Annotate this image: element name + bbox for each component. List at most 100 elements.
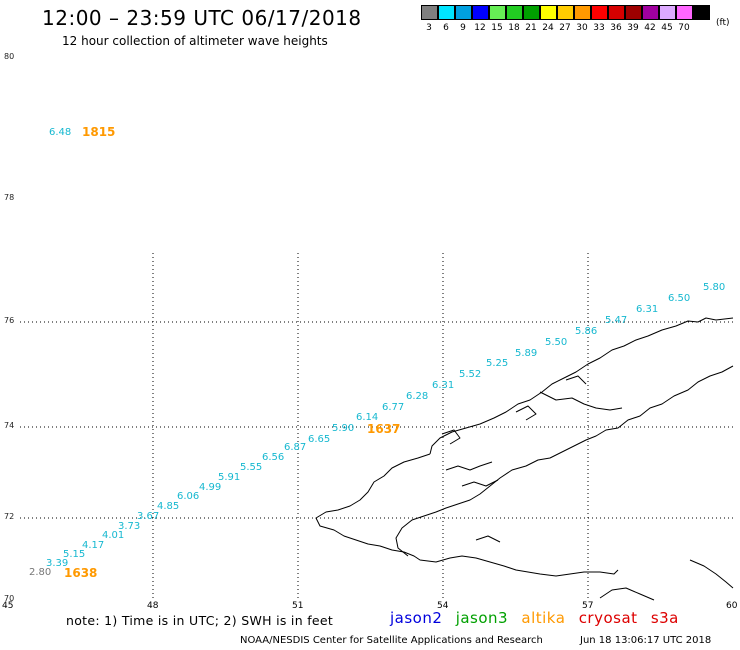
scale-label: 12 [474, 23, 486, 33]
scale-label: 33 [593, 23, 605, 33]
lat-label-74: 74 [4, 421, 15, 430]
wave-height-label: 6.77 [382, 402, 405, 413]
scale-unit: (ft) [716, 18, 730, 28]
scale-label: 45 [661, 23, 673, 33]
scale-swatch [540, 5, 557, 20]
scale-label: 30 [576, 23, 588, 33]
scale-label: 24 [542, 23, 554, 33]
lon-label-54: 54 [437, 601, 449, 611]
wave-height-label: 5.89 [515, 348, 538, 359]
scale-swatch [591, 5, 608, 20]
lon-label-48: 48 [147, 601, 159, 611]
scale-swatch [489, 5, 506, 20]
footer-note: note: 1) Time is in UTC; 2) SWH is in fe… [66, 613, 334, 628]
scale-label: 15 [491, 23, 503, 33]
sat-s3a: s3a [650, 609, 679, 627]
novaya-zemlya-north-coast [429, 317, 734, 455]
wave-height-label: 3.67 [137, 511, 160, 522]
wave-height-label: 6.31 [636, 304, 659, 315]
scale-label: 70 [678, 23, 690, 33]
wave-height-label: 1638 [64, 566, 98, 580]
wave-height-label: 6.06 [177, 491, 200, 502]
coastline [315, 317, 734, 601]
southern-island-west [315, 453, 619, 577]
wave-height-label: 1637 [367, 422, 401, 436]
wave-height-label: 6.48 [49, 127, 72, 138]
wave-height-label: 4.85 [157, 501, 180, 512]
scale-label: 27 [559, 23, 571, 33]
lat-label-70: 70 [4, 594, 15, 603]
lon-label-51: 51 [292, 601, 304, 611]
matochkin-strait [539, 391, 623, 411]
scale-swatch [557, 5, 574, 20]
lat-label-78: 78 [4, 193, 15, 202]
scale-swatch [676, 5, 693, 20]
sat-jason3: jason3 [455, 609, 509, 627]
scale-label: 3 [426, 23, 432, 33]
scale-label: 6 [443, 23, 449, 33]
satellite-legend: jason2 jason3 altika cryosat s3a [390, 609, 679, 627]
wave-height-label: 2.80 [29, 567, 52, 578]
wave-height-label: 6.56 [262, 452, 285, 463]
map-subtitle: 12 hour collection of altimeter wave hei… [62, 34, 328, 48]
wave-height-label: 6.14 [356, 412, 379, 423]
vaygach-island [599, 587, 655, 601]
lon-label-45: 45 [2, 601, 14, 611]
inlet-1 [515, 405, 537, 421]
graticule [20, 253, 733, 600]
wave-height-label: 5.86 [575, 326, 598, 337]
scale-swatch [642, 5, 659, 20]
wave-height-label: 5.25 [486, 358, 509, 369]
scale-swatch [438, 5, 455, 20]
inlet-4 [475, 535, 501, 543]
wave-height-label: 5.91 [218, 472, 241, 483]
lon-label-60: 60 [726, 601, 738, 611]
wave-height-label: 5.90 [332, 423, 355, 434]
sat-jason2: jason2 [390, 609, 443, 627]
wave-height-label: 6.65 [308, 434, 331, 445]
scale-swatch [608, 5, 625, 20]
inlet-2 [565, 375, 587, 385]
wave-height-label: 1815 [82, 125, 116, 139]
sat-altika: altika [521, 609, 566, 627]
scale-label: 42 [644, 23, 656, 33]
scale-label: 21 [525, 23, 537, 33]
scale-swatch [659, 5, 676, 20]
lat-label-80: 80 [4, 52, 15, 61]
wave-height-label: 5.55 [240, 462, 263, 473]
wave-height-label: 6.28 [406, 391, 429, 402]
wave-height-label: 4.01 [102, 530, 125, 541]
scale-swatch [574, 5, 591, 20]
scale-swatch [693, 5, 710, 20]
wave-height-label: 3.73 [118, 521, 141, 532]
wave-height-label: 6.31 [432, 380, 455, 391]
inlet-3 [441, 429, 461, 445]
wave-height-label: 5.15 [63, 549, 86, 560]
generated-timestamp: Jun 18 13:06:17 UTC 2018 [580, 635, 712, 646]
scale-swatch [472, 5, 489, 20]
scale-swatch [506, 5, 523, 20]
scale-swatch [421, 5, 438, 20]
wave-height-label: 5.50 [545, 337, 568, 348]
east-coast-fragment [689, 559, 734, 589]
lat-label-72: 72 [4, 512, 15, 521]
wave-height-label: 6.50 [668, 293, 691, 304]
wave-height-label: 5.52 [459, 369, 482, 380]
scale-label: 36 [610, 23, 622, 33]
novaya-zemlya-south-coast [395, 365, 734, 557]
sat-cryosat: cryosat [578, 609, 638, 627]
scale-swatch [523, 5, 540, 20]
credit-text: NOAA/NESDIS Center for Satellite Applica… [240, 635, 543, 646]
scale-label: 18 [508, 23, 520, 33]
coast-detail-1 [445, 461, 493, 471]
coast-detail-2 [461, 479, 499, 487]
scale-label: 39 [627, 23, 639, 33]
wave-height-label: 6.87 [284, 442, 307, 453]
scale-label: 9 [460, 23, 466, 33]
wave-height-label: 4.17 [82, 540, 105, 551]
map-title: 12:00 – 23:59 UTC 06/17/2018 [42, 6, 362, 30]
scale-swatch [625, 5, 642, 20]
wave-height-label: 5.47 [605, 315, 628, 326]
wave-height-label: 3.39 [46, 558, 69, 569]
